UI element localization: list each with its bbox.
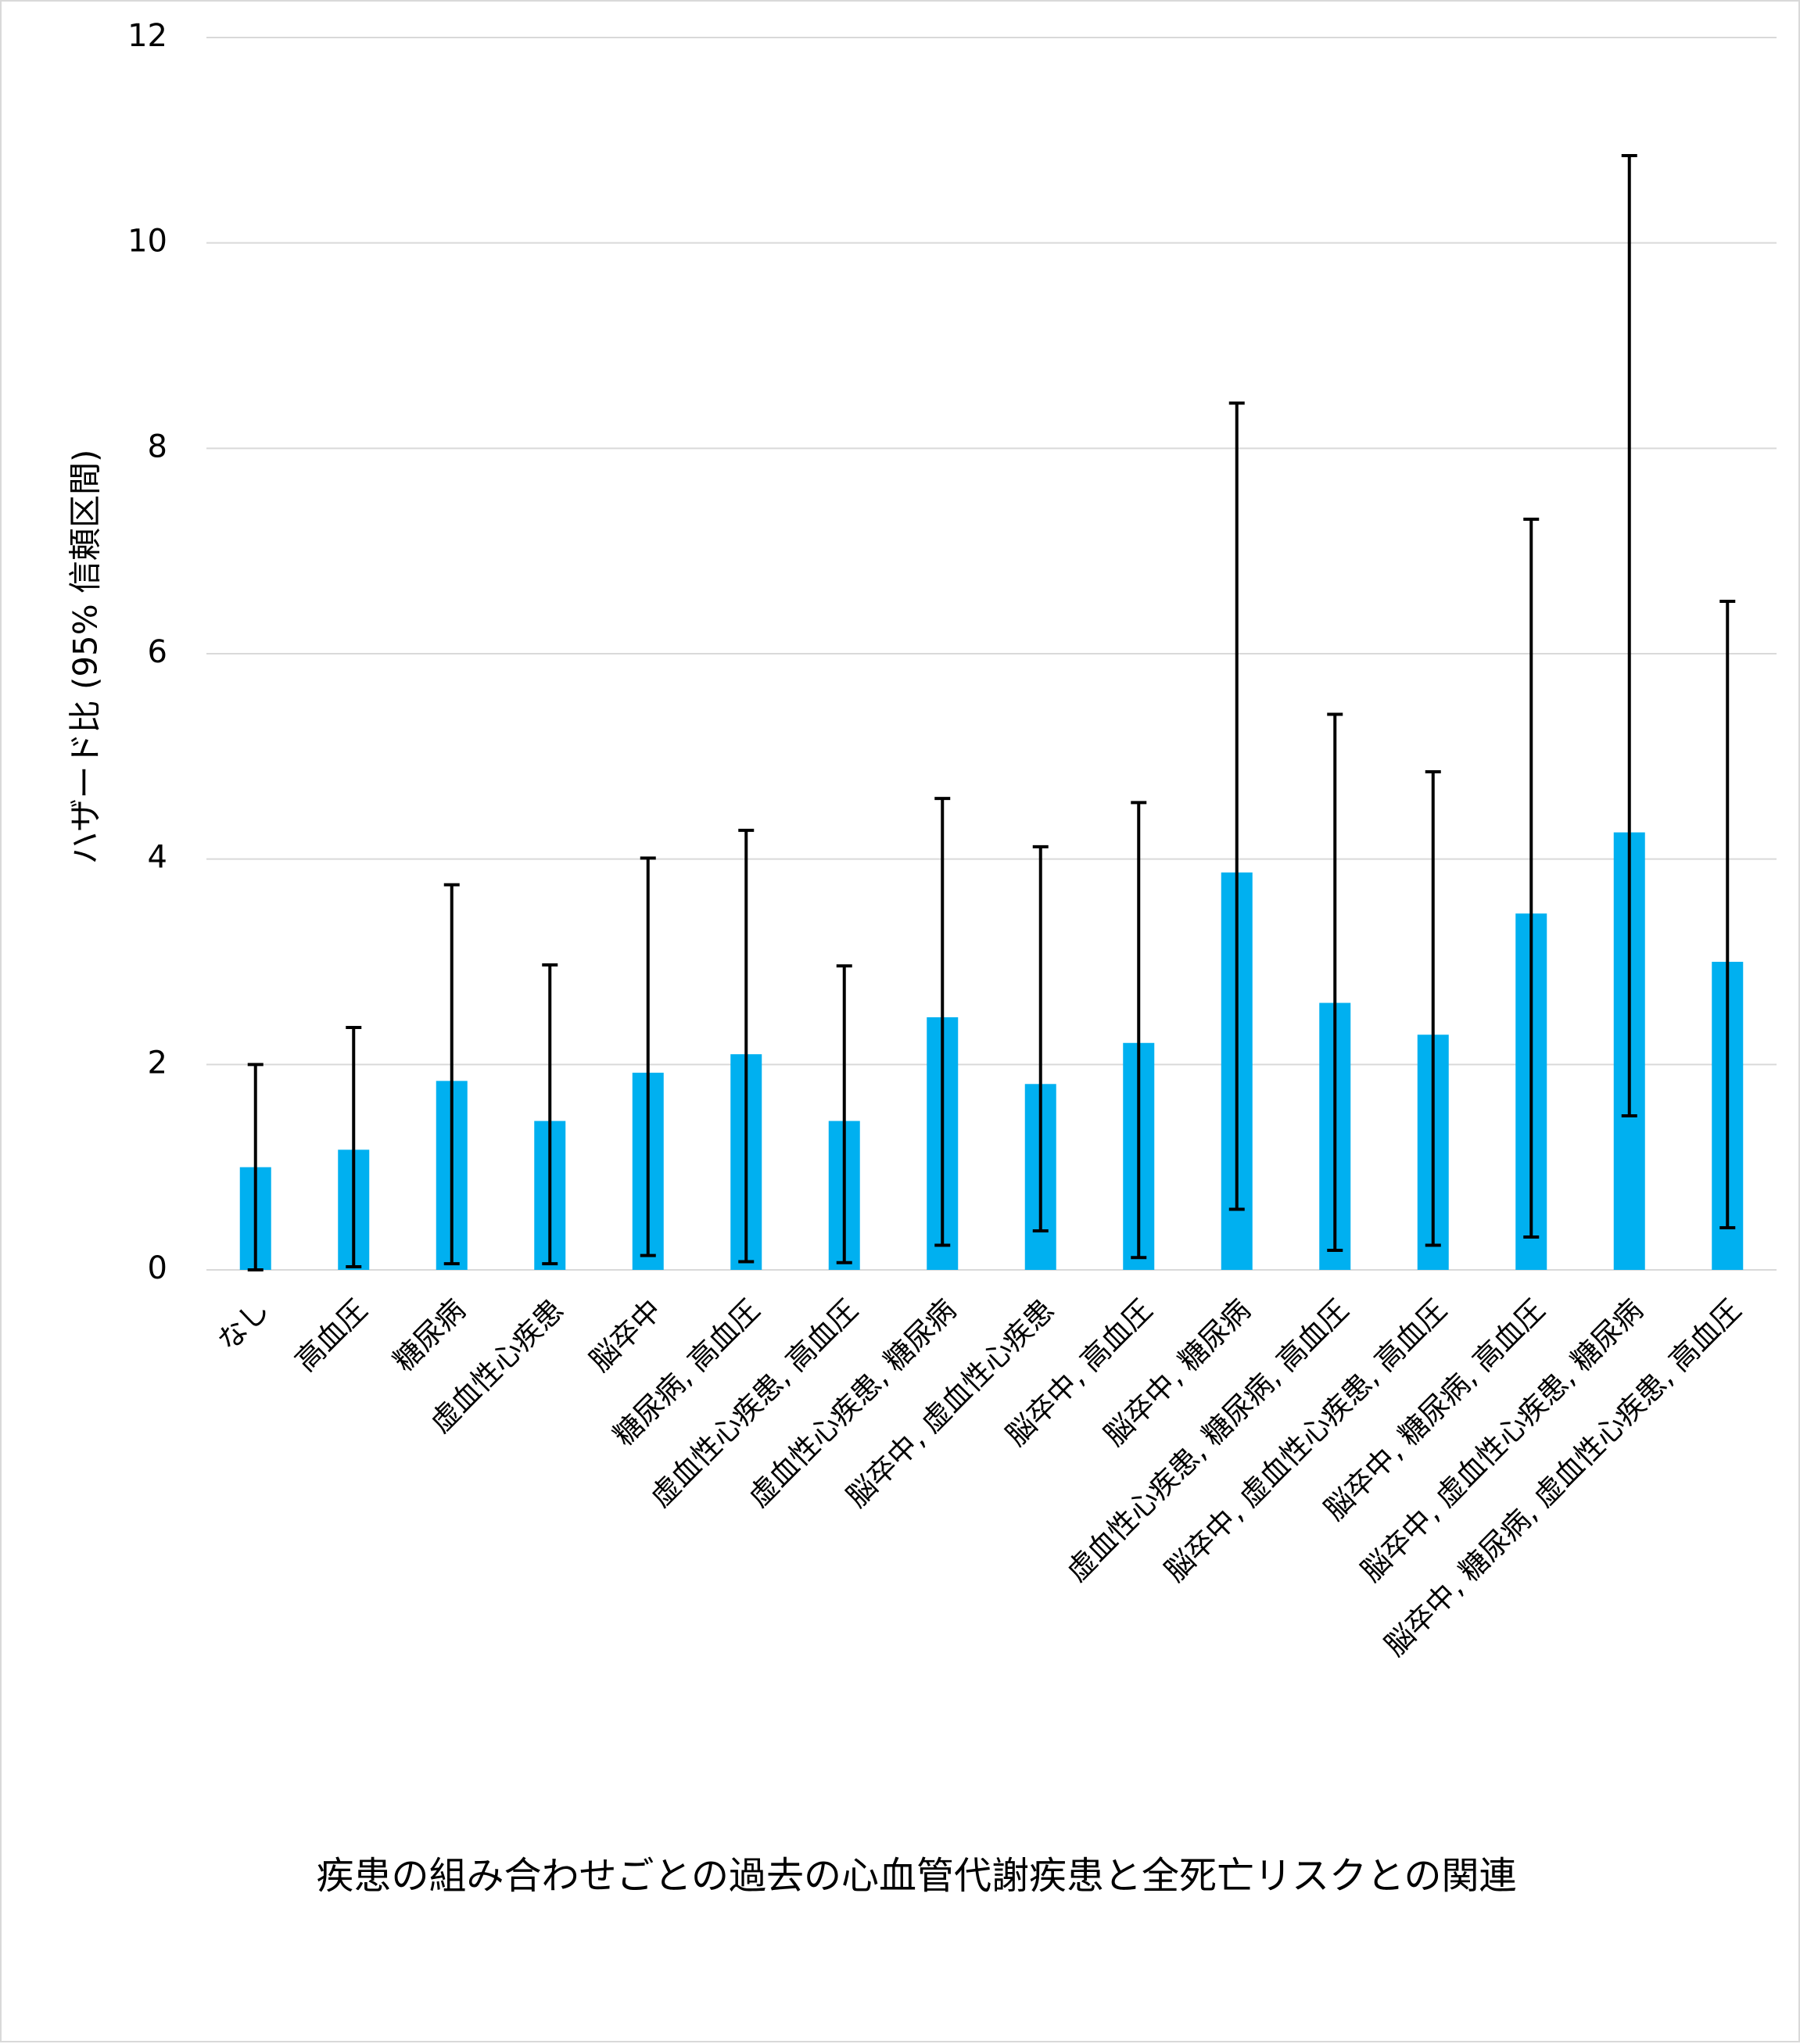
y-tick-labels: 0 2 4 6 8 10 12 xyxy=(127,18,167,1286)
error-bars xyxy=(247,154,1736,1271)
x-category-label: なし xyxy=(211,1293,276,1357)
x-category-label: 脳卒中, 糖尿病, 虚血性心疾患, 高血圧 xyxy=(1378,1293,1748,1662)
gridlines xyxy=(206,37,1777,1271)
bars xyxy=(239,832,1744,1270)
x-category-label: 糖尿病 xyxy=(387,1293,472,1378)
y-tick-label: 6 xyxy=(148,634,167,670)
x-category-label: 高血圧 xyxy=(289,1293,374,1378)
y-tick-label: 12 xyxy=(127,18,167,54)
x-axis-title: 疾患の組み合わせごとの過去の心血管代謝疾患と全死亡リスクとの関連 xyxy=(316,1854,1516,1898)
y-tick-label: 2 xyxy=(148,1045,167,1081)
x-category-label: 脳卒中 xyxy=(583,1293,669,1378)
y-tick-label: 4 xyxy=(148,840,167,876)
y-tick-label: 0 xyxy=(148,1250,167,1286)
y-tick-label: 8 xyxy=(148,429,167,464)
y-axis-title: ハザード比 (95% 信頼区間) xyxy=(66,450,105,865)
y-tick-label: 10 xyxy=(127,224,167,260)
